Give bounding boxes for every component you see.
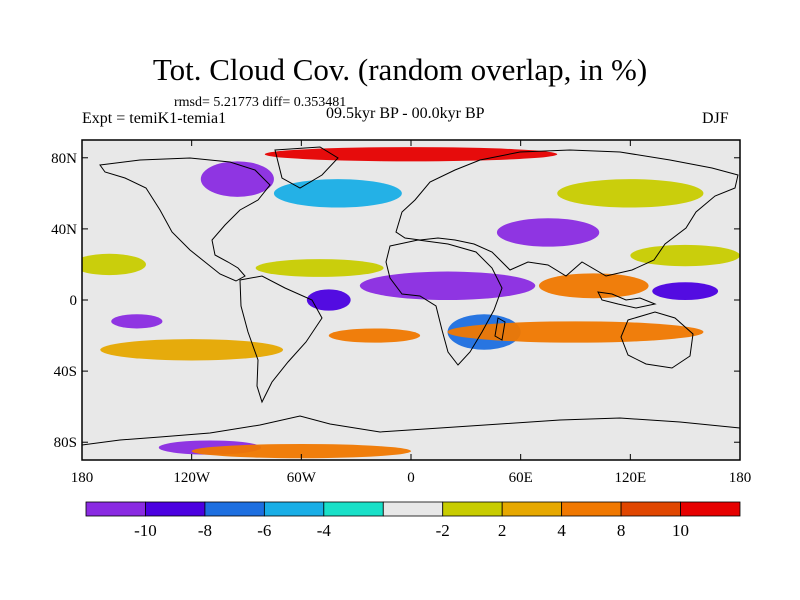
lat-label: 40S [54,364,77,380]
colorbar-swatch [680,501,741,517]
colorbar-label: -6 [257,521,271,540]
coastline-indonesia [597,291,657,309]
coastline-south-america [239,275,323,404]
map-panel: 80N 40N 0 40S 80S 180 120W 60W 0 60E 120E 180 [51,139,752,486]
lon-label: 120E [614,470,646,486]
colorbar-swatch [620,501,681,517]
anomaly-region [191,444,411,459]
anomaly-region [630,244,740,267]
lat-label: 80S [54,435,77,451]
lat-label: 80N [51,151,77,167]
anomaly-region [538,273,649,299]
anomaly-region [496,218,600,247]
coastlines [82,146,740,446]
lon-label: 0 [407,470,415,486]
colorbar-label: -8 [198,521,212,540]
anomaly-region [264,147,558,162]
anomaly-region [111,314,163,329]
lat-label: 40N [51,222,77,238]
lon-label: 180 [729,470,752,486]
lon-label: 60E [509,470,533,486]
colorbar-swatch [561,501,622,517]
experiment-label: Expt = temiK1-temia1 [82,110,227,127]
anomaly-region [255,259,384,277]
lon-label: 60W [287,470,317,486]
anomaly-region [359,271,536,300]
anomaly-region [557,179,704,208]
colorbar-swatch [501,501,563,517]
colorbar-swatch [85,501,146,517]
coastline-antarctica [82,415,740,446]
coastline-africa [385,239,503,366]
anomaly-region [200,161,274,197]
stats-label: rmsd= 5.21773 diff= 0.353481 [174,95,347,110]
anomaly-region [306,289,351,311]
latitude-labels: 80N 40N 0 40S 80S [51,151,77,451]
colorbar-label: 4 [557,521,566,540]
colorbar-label: -4 [317,521,332,540]
colorbar-label: 10 [672,521,689,540]
coastline-north-america [99,157,271,282]
coastline-australia [620,311,694,369]
colorbar-swatch [204,501,265,517]
anomaly-region [100,339,284,361]
anomaly-region [447,321,704,343]
colorbar-swatch [323,501,384,517]
colorbar-swatch [145,501,206,517]
colorbar-swatch [382,501,444,517]
anomaly-field [82,147,740,459]
colorbar-swatch [263,501,325,517]
lon-label: 180 [71,470,94,486]
anomaly-region [82,253,146,276]
colorbar-label: 2 [498,521,507,540]
coastline-madagascar [494,317,506,341]
colorbar-label: -2 [436,521,450,540]
axis-ticks [81,140,741,460]
coastline-eurasia [395,149,739,277]
colorbar-label: 8 [617,521,626,540]
lon-label: 120W [173,470,211,486]
coastline-greenland [274,146,339,189]
anomaly-region [328,328,421,343]
season-label: DJF [702,110,729,127]
period-label: 09.5kyr BP - 00.0kyr BP [326,105,485,122]
lat-label: 0 [70,293,78,309]
longitude-labels: 180 120W 60W 0 60E 120E 180 [71,470,752,486]
anomaly-region [652,282,719,300]
colorbar-label: -10 [134,521,157,540]
anomaly-region [273,179,402,208]
colorbar: -10 -8 -6 -4 -2 2 4 8 10 [85,501,741,540]
map-title: Tot. Cloud Cov. (random overlap, in %) [152,52,648,87]
colorbar-swatch [442,501,503,517]
